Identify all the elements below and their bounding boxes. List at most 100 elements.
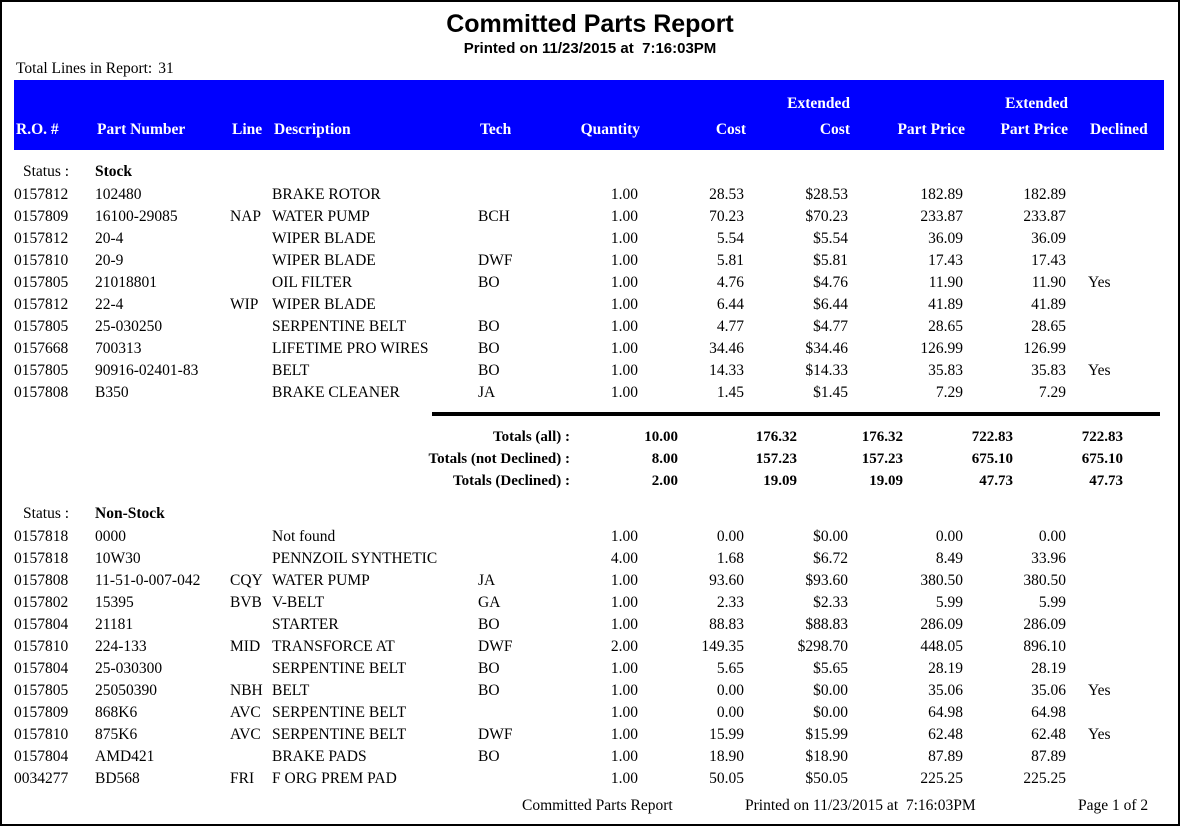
totals-quantity: 2.00	[651, 473, 678, 489]
cell-line: MID	[230, 638, 261, 655]
cell-cost: 93.60	[709, 572, 744, 589]
table-row: 0157808 11-51-0-007-042 CQY WATER PUMP JA 1.0…	[14, 570, 1164, 592]
cell-extended-cost: $5.81	[813, 252, 848, 269]
cell-extended-cost: $4.77	[813, 318, 848, 335]
cell-description: OIL FILTER	[272, 274, 353, 291]
cell-ro-number: 0157808	[14, 384, 69, 401]
table-row: 0157805 25-030250 SERPENTINE BELT BO 1.00 4.7…	[14, 316, 1164, 338]
cell-declined	[1066, 250, 1160, 272]
cell-part-price: 233.87	[920, 208, 963, 225]
table-row: 0157805 90916-02401-83 BELT BO 1.00 14.33 $14.…	[14, 360, 1164, 382]
cell-part-price: 41.89	[928, 296, 963, 313]
cell-quantity: 1.00	[610, 230, 638, 247]
cell-extended-part-price: 286.09	[1023, 616, 1066, 633]
cell-tech: BO	[478, 682, 500, 699]
cell-part-number: AMD421	[95, 748, 155, 765]
table-row: 0157812 102480 BRAKE ROTOR 1.00 28.53 $28.53 1…	[14, 184, 1164, 206]
table-header: Extended Extended R.O. # Part Number Lin…	[14, 80, 1164, 150]
page-footer: Committed Parts Report Printed on 11/23/…	[2, 797, 1178, 819]
cell-extended-part-price: 11.90	[1031, 274, 1066, 291]
totals-cost: 157.23	[755, 451, 797, 467]
cell-ro-number: 0157809	[14, 208, 69, 225]
cell-line	[230, 526, 272, 548]
cell-cost: 2.33	[716, 594, 744, 611]
cell-part-price: 126.99	[920, 340, 963, 357]
cell-extended-cost: $15.99	[805, 726, 848, 743]
cell-cost: 4.76	[716, 274, 744, 291]
table-header-row-main: R.O. # Part Number Line Description Tech…	[16, 117, 1164, 143]
cell-ro-number: 0157802	[14, 594, 69, 611]
status-section-non-stock: Status : Non-Stock 0157818 0000 Not found 1.0…	[14, 502, 1164, 790]
cell-extended-cost: $50.05	[805, 770, 848, 787]
cell-ro-number: 0157805	[14, 362, 69, 379]
totals-label: Totals (Declined) :	[453, 473, 570, 489]
cell-part-price: 64.98	[928, 704, 963, 721]
cell-declined	[1066, 338, 1160, 360]
cell-description: Not found	[272, 528, 336, 545]
cell-part-price: 87.89	[928, 748, 963, 765]
cell-tech	[478, 548, 546, 570]
cell-ro-number: 0157805	[14, 318, 69, 335]
cell-declined	[1066, 184, 1160, 206]
cell-line: AVC	[230, 726, 261, 743]
cell-declined	[1066, 294, 1160, 316]
totals-label: Totals (all) :	[493, 429, 570, 445]
cell-line: NBH	[230, 682, 263, 699]
cell-cost: 5.81	[716, 252, 744, 269]
cell-ro-number: 0034277	[14, 770, 69, 787]
cell-part-price: 36.09	[928, 230, 963, 247]
cell-part-number: 90916-02401-83	[95, 362, 199, 379]
status-value: Non-Stock	[95, 505, 165, 522]
cell-cost: 0.00	[716, 682, 744, 699]
cell-line	[230, 382, 272, 404]
cell-extended-part-price: 7.29	[1038, 384, 1066, 401]
cell-tech	[478, 294, 546, 316]
cell-part-price: 380.50	[920, 572, 963, 589]
cell-part-number: 25050390	[95, 682, 157, 699]
totals-extended-cost: 19.09	[869, 473, 903, 489]
cell-line	[230, 746, 272, 768]
cell-tech: BO	[478, 318, 500, 335]
cell-declined: Yes	[1088, 682, 1111, 699]
cell-cost: 1.45	[716, 384, 744, 401]
cell-part-price: 286.09	[920, 616, 963, 633]
cell-tech	[478, 702, 546, 724]
status-value: Stock	[95, 163, 133, 180]
header-ro-number: R.O. #	[16, 121, 59, 138]
cell-quantity: 1.00	[610, 384, 638, 401]
cell-cost: 34.46	[709, 340, 744, 357]
parts-table: Extended Extended R.O. # Part Number Lin…	[14, 80, 1164, 790]
cell-line	[230, 228, 272, 250]
cell-quantity: 1.00	[610, 274, 638, 291]
cell-declined	[1066, 548, 1160, 570]
cell-description: WIPER BLADE	[272, 252, 376, 269]
cell-declined	[1066, 658, 1160, 680]
cell-extended-part-price: 36.09	[1031, 230, 1066, 247]
cell-quantity: 1.00	[610, 186, 638, 203]
cell-tech: BCH	[478, 208, 510, 225]
table-row: 0157804 25-030300 SERPENTINE BELT BO 1.00 5.6…	[14, 658, 1164, 680]
cell-declined	[1066, 702, 1160, 724]
cell-part-price: 5.99	[935, 594, 963, 611]
footer-print-timestamp: Printed on 11/23/2015 at 7:16:03PM	[745, 797, 976, 814]
total-lines: Total Lines in Report: 31	[16, 60, 174, 78]
cell-extended-cost: $93.60	[805, 572, 848, 589]
table-row: 0157805 25050390 NBH BELT BO 1.00 0.00 $0.00 35.…	[14, 680, 1164, 702]
totals-part-price: 722.83	[971, 429, 1013, 445]
cell-cost: 4.77	[716, 318, 744, 335]
table-row: 0157802 15395 BVB V-BELT GA 1.00 2.33 $2.33 5.99…	[14, 592, 1164, 614]
cell-line: WIP	[230, 296, 259, 313]
cell-tech: BO	[478, 274, 500, 291]
totals-row: Totals (all) : 10.00 176.32 176.32 722.83 722…	[14, 426, 1164, 448]
cell-declined	[1066, 228, 1160, 250]
header-extended-part-price: Part Price	[1000, 121, 1068, 138]
cell-part-number: 224-133	[95, 638, 147, 655]
cell-quantity: 1.00	[610, 726, 638, 743]
cell-part-price: 62.48	[928, 726, 963, 743]
header-tech: Tech	[480, 121, 512, 138]
cell-cost: 149.35	[701, 638, 744, 655]
header-extended-cost: Cost	[819, 121, 850, 138]
cell-ro-number: 0157812	[14, 230, 69, 247]
cell-cost: 18.90	[709, 748, 744, 765]
cell-description: V-BELT	[272, 594, 325, 611]
